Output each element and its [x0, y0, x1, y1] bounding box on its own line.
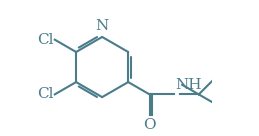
Text: Cl: Cl — [37, 87, 53, 101]
Text: N: N — [96, 19, 109, 33]
Text: O: O — [143, 118, 156, 132]
Text: Cl: Cl — [37, 33, 53, 47]
Text: NH: NH — [176, 78, 202, 92]
